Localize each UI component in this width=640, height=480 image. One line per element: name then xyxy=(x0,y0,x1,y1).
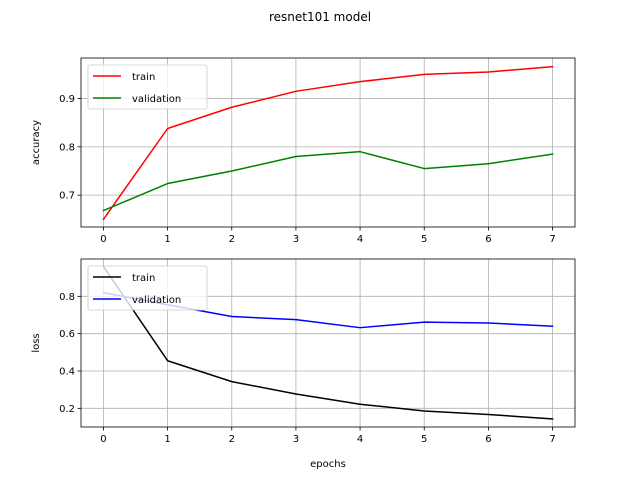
series-line-train xyxy=(102,265,554,420)
x-tick-label: 4 xyxy=(357,434,363,445)
x-tick-label: 4 xyxy=(357,234,363,245)
y-axis-label: loss xyxy=(31,333,42,352)
x-tick-label: 3 xyxy=(293,234,299,245)
x-tick-label: 2 xyxy=(229,434,235,445)
x-tick-label: 6 xyxy=(485,434,491,445)
y-axis-label: accuracy xyxy=(31,120,42,165)
legend-label-train: train xyxy=(132,273,155,284)
series-line-train xyxy=(102,65,554,221)
legend: train validation xyxy=(87,265,208,311)
x-tick-label: 5 xyxy=(421,234,427,245)
y-tick-label: 0.8 xyxy=(59,292,75,303)
legend-label-validation: validation xyxy=(132,94,181,105)
x-tick-label: 6 xyxy=(485,234,491,245)
y-tick-label: 0.2 xyxy=(59,404,75,415)
y-tick-label: 0.9 xyxy=(59,94,75,105)
x-tick-label: 5 xyxy=(421,434,427,445)
axes-frame xyxy=(80,57,576,228)
y-tick-label: 0.7 xyxy=(59,191,75,202)
legend: train validation xyxy=(87,64,208,110)
subplot-0: 0 1 2 3 4 5 6 7 0.7 0.8 0.9 accuracy train validation xyxy=(31,57,576,245)
axes-frame xyxy=(80,258,576,428)
y-tick-label: 0.8 xyxy=(59,142,75,153)
x-tick-label: 7 xyxy=(549,434,555,445)
subplots: 0 1 2 3 4 5 6 7 0.7 0.8 0.9 accuracy train validation… xyxy=(31,57,576,470)
chart-title: resnet101 model xyxy=(269,10,371,24)
x-tick-label: 2 xyxy=(229,234,235,245)
x-tick-label: 0 xyxy=(100,234,106,245)
x-tick-label: 7 xyxy=(549,234,555,245)
x-tick-label: 1 xyxy=(164,434,170,445)
subplot-1: 0 1 2 3 4 5 6 7 0.2 0.4 0.6 0.8 loss epochs train valid… xyxy=(31,258,576,470)
y-tick-label: 0.4 xyxy=(59,367,75,378)
legend-label-train: train xyxy=(132,72,155,83)
x-tick-label: 3 xyxy=(293,434,299,445)
x-tick-label: 0 xyxy=(100,434,106,445)
x-tick-label: 1 xyxy=(164,234,170,245)
y-tick-label: 0.6 xyxy=(59,329,75,340)
series-line-validation xyxy=(102,150,554,212)
legend-label-validation: validation xyxy=(132,295,181,306)
x-axis-label: epochs xyxy=(310,459,346,470)
